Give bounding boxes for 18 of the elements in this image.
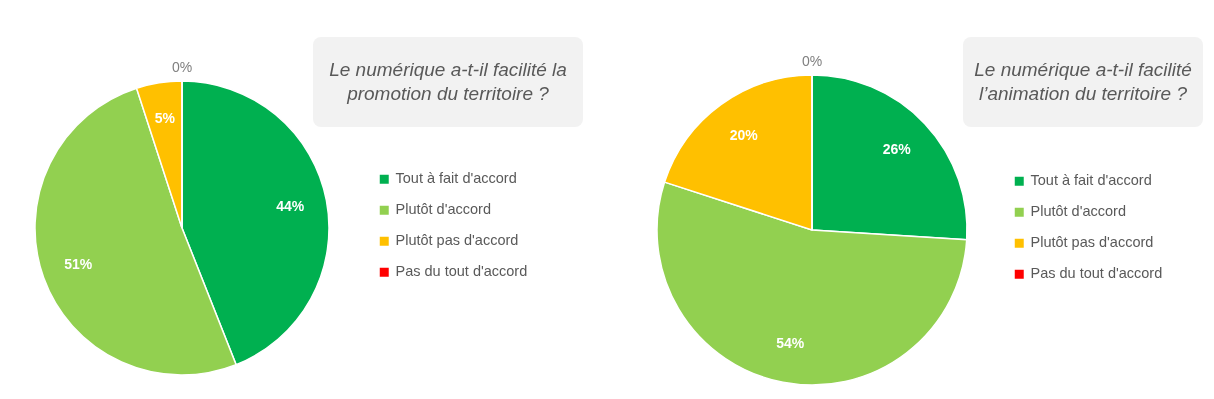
data-label: 44%	[276, 198, 305, 215]
data-label: 5%	[154, 110, 176, 127]
legend-label: Plutôt pas d'accord	[395, 232, 519, 249]
data-label: 54%	[776, 335, 805, 352]
chart-title: Le numérique a-t-il facilité l’animation du territoire ?	[963, 37, 1203, 127]
legend-label: Plutôt pas d'accord	[1030, 234, 1154, 251]
text: 0%	[171, 59, 193, 75]
legend-label: Plutôt d'accord	[395, 201, 491, 218]
chart-title: Le numérique a-t-il facilité la promotion du territoire ?	[313, 37, 583, 127]
legend-label: Plutôt d'accord	[1030, 203, 1126, 220]
data-label: 26%	[882, 141, 912, 158]
legend-label: Pas du tout d'accord	[1030, 265, 1163, 282]
legend-label: Tout à fait d'accord	[395, 170, 517, 187]
text: 0%	[801, 53, 823, 69]
legend-label: Tout à fait d'accord	[1030, 172, 1152, 189]
legend-label: Pas du tout d'accord	[395, 263, 528, 280]
data-label: 51%	[64, 256, 93, 273]
data-label: 20%	[729, 126, 759, 143]
